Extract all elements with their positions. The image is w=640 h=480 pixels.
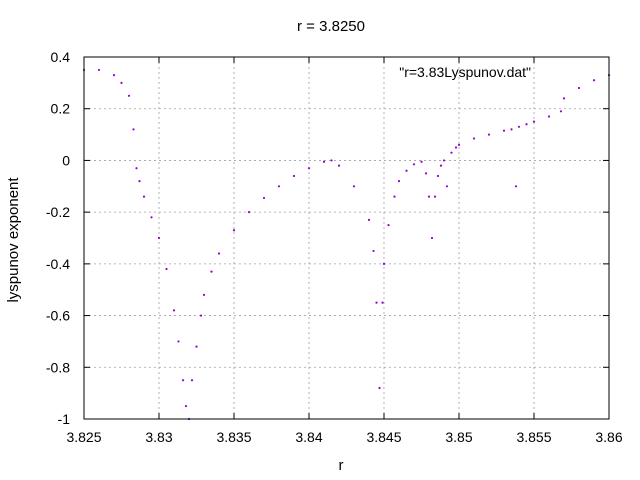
- legend-entry: "r=3.83Lyspunov.dat": [399, 64, 531, 80]
- data-point: [202, 293, 206, 296]
- data-point: [387, 223, 390, 227]
- data-point: [472, 137, 476, 140]
- data-point: [577, 86, 581, 90]
- data-point: [454, 146, 458, 149]
- data-point: [532, 120, 536, 123]
- data-point: [405, 169, 408, 172]
- data-point: [382, 262, 386, 265]
- plot-frame: [83, 56, 610, 420]
- data-point: [181, 379, 185, 382]
- data-point: [127, 94, 131, 97]
- data-point: [517, 125, 521, 128]
- data-point: [292, 174, 296, 178]
- x-tick-label: 3.855: [516, 429, 551, 445]
- y-tick-label: 0.4: [51, 49, 71, 65]
- data-point: [97, 68, 101, 72]
- data-point: [457, 143, 461, 147]
- y-tick-label: 0: [62, 152, 70, 168]
- data-point: [352, 185, 356, 188]
- data-point: [195, 345, 198, 348]
- data-point: [559, 110, 563, 113]
- y-tick-label: -0.2: [46, 204, 70, 220]
- data-point: [132, 128, 135, 131]
- data-point: [135, 167, 138, 170]
- data-point: [199, 314, 203, 317]
- data-point: [177, 340, 180, 343]
- data-point: [190, 379, 194, 382]
- data-point: [372, 249, 375, 253]
- y-axis-label: lyspunov exponent: [5, 177, 22, 303]
- grid: [84, 57, 609, 419]
- data-point: [424, 172, 428, 175]
- data-point: [502, 129, 506, 132]
- data-point: [562, 97, 566, 100]
- y-tick-label: 0.2: [51, 101, 71, 117]
- data-point: [307, 167, 311, 170]
- y-tick-label: -0.6: [46, 308, 70, 324]
- x-tick-label: 3.84: [295, 429, 322, 445]
- data-point: [430, 236, 434, 240]
- data-point: [247, 211, 251, 214]
- y-tick-label: -0.4: [46, 256, 70, 272]
- data-point: [439, 164, 443, 167]
- data-point: [142, 195, 146, 198]
- x-tick-label: 3.85: [445, 429, 472, 445]
- data-point: [381, 301, 384, 304]
- data-point: [420, 160, 423, 163]
- data-point: [210, 270, 213, 273]
- axis-ticks: 3.825 3.83 3.835 3.84 3.845 3.85 3.855 3.86 0.4 0…: [46, 49, 623, 445]
- data-point: [112, 74, 116, 77]
- data-point: [592, 79, 596, 82]
- data-point: [445, 185, 449, 188]
- chart-title: r = 3.8250: [297, 18, 365, 35]
- data-point: [322, 160, 326, 163]
- data-point: [412, 163, 416, 166]
- y-tick-label: -0.8: [46, 359, 70, 375]
- data-point: [172, 309, 176, 312]
- data-point: [120, 81, 123, 84]
- x-tick-label: 3.835: [216, 429, 251, 445]
- data-series: [82, 68, 611, 421]
- data-point: [547, 115, 551, 118]
- data-point: [138, 180, 141, 183]
- x-tick-label: 3.83: [145, 429, 172, 445]
- x-tick-label: 3.845: [366, 429, 401, 445]
- data-point: [337, 164, 341, 167]
- data-point: [262, 196, 266, 200]
- x-tick-label: 3.825: [66, 429, 101, 445]
- data-point: [184, 404, 188, 408]
- data-point: [232, 229, 236, 232]
- x-tick-label: 3.86: [595, 429, 622, 445]
- data-point: [433, 195, 437, 198]
- y-tick-label: -1: [58, 411, 71, 427]
- data-point: [367, 218, 371, 221]
- data-point: [217, 252, 221, 255]
- data-point: [514, 185, 518, 188]
- data-point: [510, 128, 513, 131]
- data-point: [393, 195, 396, 198]
- data-point: [450, 151, 453, 154]
- data-point: [378, 386, 381, 390]
- data-point: [525, 123, 528, 126]
- data-point: [157, 236, 161, 240]
- data-point: [150, 216, 153, 219]
- data-point: [277, 185, 281, 188]
- data-point: [487, 133, 491, 136]
- data-point: [442, 159, 446, 162]
- data-point: [375, 301, 378, 304]
- data-point: [427, 195, 431, 198]
- data-point: [165, 267, 168, 271]
- data-point: [330, 159, 333, 162]
- data-point: [436, 174, 440, 178]
- data-point: [397, 180, 401, 183]
- x-axis-label: r: [339, 457, 344, 474]
